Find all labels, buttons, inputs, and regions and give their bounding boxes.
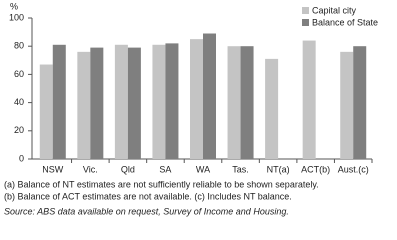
- y-axis-label: %: [10, 1, 18, 11]
- bar: [265, 58, 279, 159]
- x-tick-label: NT(a): [267, 164, 290, 174]
- bar: [52, 44, 66, 159]
- bar: [203, 33, 216, 160]
- x-tick-label: Vic.: [83, 164, 98, 174]
- y-tick-label: 100: [9, 12, 24, 22]
- bar: [90, 47, 104, 159]
- legend-label: Balance of State: [312, 17, 378, 27]
- x-tick-label: NSW: [42, 164, 64, 174]
- footnote: (b) Balance of ACT estimates are not ava…: [4, 191, 292, 201]
- legend-swatch: [302, 19, 309, 26]
- x-tick-label: WA: [196, 164, 210, 174]
- y-tick-label: 0: [19, 153, 24, 163]
- footnote: (a) Balance of NT estimates are not suff…: [4, 179, 319, 189]
- bar: [152, 44, 166, 159]
- y-tick-label: 60: [14, 69, 24, 79]
- x-tick-label: SA: [159, 164, 171, 174]
- bar: [77, 51, 91, 160]
- bar: [240, 46, 254, 160]
- x-tick-label: Aust.(c): [338, 164, 369, 174]
- x-tick-label: Qld: [121, 164, 135, 174]
- bar: [190, 39, 203, 159]
- y-tick-label: 40: [14, 97, 24, 107]
- y-tick-label: 20: [14, 125, 24, 135]
- x-tick-label: Tas.: [232, 164, 249, 174]
- chart: % (a) Balance of NT estimates are not su…: [4, 1, 378, 216]
- bar: [39, 64, 53, 159]
- bar: [353, 46, 367, 160]
- bar: [340, 51, 354, 160]
- bar: [227, 46, 241, 160]
- bar: [114, 44, 128, 159]
- y-tick-label: 80: [14, 41, 24, 51]
- legend-label: Capital city: [312, 5, 357, 15]
- bar: [302, 40, 316, 160]
- bar: [165, 43, 179, 159]
- legend-swatch: [302, 7, 309, 14]
- bar: [127, 47, 141, 159]
- x-tick-label: ACT(b): [301, 164, 330, 174]
- source: Source: ABS data available on request, S…: [4, 206, 289, 216]
